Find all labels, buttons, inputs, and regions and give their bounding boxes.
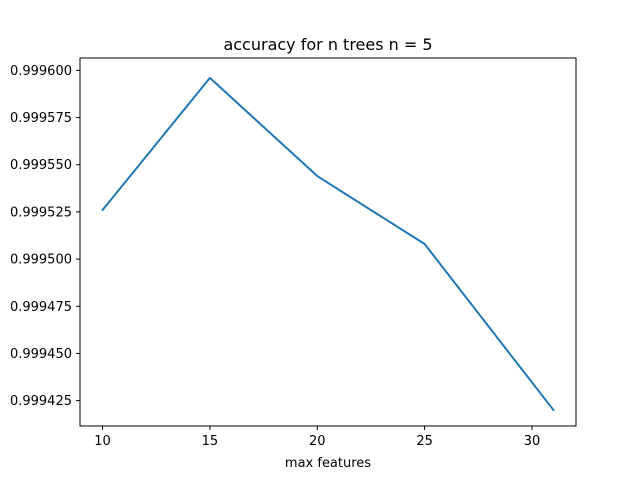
- y-tick-label: 0.999475: [10, 300, 72, 315]
- x-tick-label: 30: [524, 434, 541, 449]
- x-tick-label: 20: [309, 434, 326, 449]
- series-line: [101, 76, 555, 412]
- x-tick-label: 10: [94, 434, 111, 449]
- y-axis-ticks: 0.999425 0.999450 0.999475 0.999500 0.999525…: [10, 64, 80, 409]
- y-tick-label: 0.999575: [10, 111, 72, 126]
- x-axis-label: max features: [285, 456, 371, 471]
- axes-frame: [79, 57, 577, 427]
- x-tick-label: 25: [416, 434, 433, 449]
- y-tick-label: 0.999525: [10, 205, 72, 220]
- x-tick-label: 15: [202, 434, 219, 449]
- y-tick-label: 0.999600: [10, 64, 72, 79]
- x-axis-ticks: 10 15 20 25 30: [94, 426, 540, 449]
- y-tick-label: 0.999500: [10, 253, 72, 268]
- y-tick-label: 0.999550: [10, 158, 72, 173]
- chart-title: accuracy for n trees n = 5: [223, 35, 432, 54]
- y-tick-label: 0.999425: [10, 394, 72, 409]
- plot-layer: [101, 76, 555, 412]
- y-tick-label: 0.999450: [10, 347, 72, 362]
